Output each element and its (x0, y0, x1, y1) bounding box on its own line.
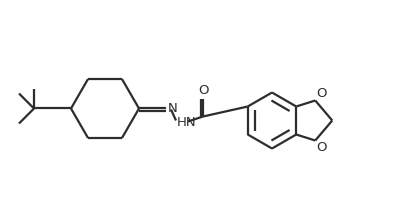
Text: O: O (316, 87, 327, 100)
Text: O: O (198, 84, 208, 97)
Text: O: O (316, 141, 327, 154)
Text: HN: HN (177, 116, 196, 129)
Text: N: N (167, 101, 177, 114)
